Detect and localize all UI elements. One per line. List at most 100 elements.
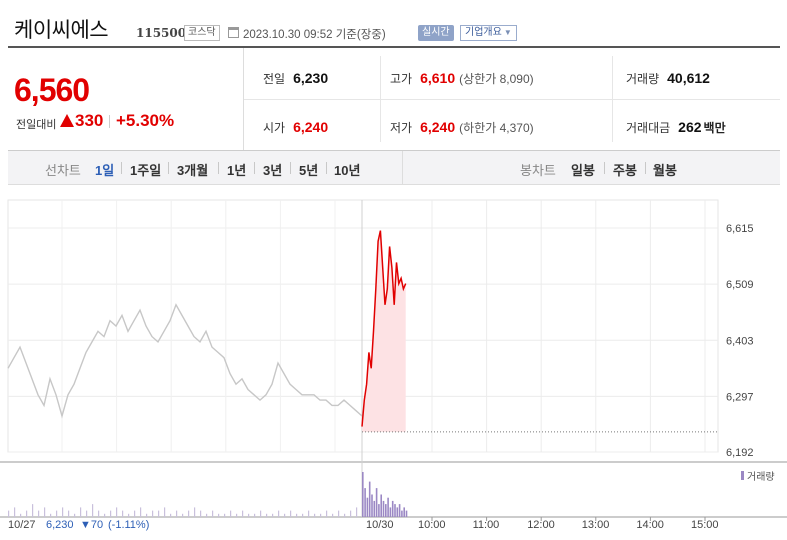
- volume-bar: [284, 513, 286, 517]
- volume-bar: [394, 504, 396, 517]
- stat-limit: (상한가 8,090): [459, 72, 534, 86]
- stat-high: 고가 6,610 (상한가 8,090): [390, 70, 534, 87]
- volume-bar: [86, 510, 88, 517]
- volume-bar: [8, 510, 10, 517]
- volume-bar: [134, 510, 136, 517]
- volume-bar: [158, 510, 160, 517]
- tab-separator: [218, 162, 219, 174]
- change-percent: +5.30%: [116, 111, 175, 130]
- volume-bars: [8, 472, 408, 517]
- stat-low: 저가 6,240 (하한가 4,370): [390, 119, 534, 136]
- tab-1-week[interactable]: 1주일: [130, 163, 162, 178]
- tab-separator: [168, 162, 169, 174]
- x-tick-label: 15:00: [691, 519, 719, 531]
- volume-bar: [104, 513, 106, 517]
- stat-label: 시가: [263, 121, 286, 135]
- stat-volume: 거래량 40,612: [626, 70, 710, 87]
- stat-label: 전일: [263, 72, 286, 86]
- volume-legend-label: 거래량: [747, 471, 775, 483]
- tab-separator: [604, 162, 605, 174]
- today-line: [361, 230, 407, 427]
- company-overview-label: 기업개요: [465, 27, 502, 38]
- stats-col-divider: [380, 56, 381, 142]
- tab-monthly-candle[interactable]: 월봉: [653, 163, 677, 178]
- volume-bar: [391, 500, 394, 517]
- prev-day-series: [7, 303, 363, 419]
- stat-label: 거래량: [626, 72, 660, 86]
- tab-1-year[interactable]: 1년: [227, 163, 247, 178]
- volume-bar: [338, 510, 340, 517]
- today-series: [361, 230, 718, 433]
- candle-chart-label: 봉차트: [520, 163, 556, 178]
- volume-bar: [38, 510, 40, 517]
- volume-bar: [164, 507, 166, 517]
- tabbar-divider: [402, 151, 403, 185]
- volume-bar: [356, 507, 358, 517]
- company-overview-button[interactable]: 기업개요 ▼: [460, 25, 517, 41]
- volume-bar: [188, 510, 190, 517]
- volume-bar: [98, 510, 100, 517]
- prev-day-line: [7, 303, 363, 419]
- header-divider: [8, 46, 780, 48]
- stat-value: 40,612: [667, 70, 710, 86]
- volume-bar: [326, 510, 328, 517]
- volume-bar: [68, 510, 70, 517]
- x-tick-label: 14:00: [636, 519, 664, 531]
- tab-1-day[interactable]: 1일: [95, 163, 115, 178]
- y-tick-label: 6,192: [726, 447, 754, 459]
- volume-bar: [80, 507, 82, 517]
- volume-bar: [62, 507, 64, 517]
- volume-bar: [385, 504, 387, 517]
- volume-bar: [140, 507, 142, 517]
- volume-bar: [389, 507, 392, 517]
- volume-bar: [218, 513, 220, 517]
- intraday-chart[interactable]: 6,615 6,509 6,403 6,297 6,192 10/27 6,230 ▼70 (…: [0, 190, 787, 540]
- tab-5-year[interactable]: 5년: [299, 163, 319, 178]
- stat-amount: 거래대금 262 백만: [626, 119, 726, 136]
- volume-bar: [272, 513, 274, 517]
- prev-day-close: 6,230: [46, 519, 74, 531]
- tab-separator: [121, 162, 122, 174]
- tab-3-month[interactable]: 3개월: [177, 163, 209, 178]
- volume-bar: [332, 513, 334, 517]
- volume-bar: [398, 504, 401, 517]
- x-tick-label: 12:00: [527, 519, 555, 531]
- volume-bar: [14, 507, 16, 517]
- prev-day-change-pct: (-1.11%): [108, 519, 149, 531]
- stat-value: 6,240: [293, 119, 329, 135]
- prev-day-date: 10/27: [8, 519, 36, 531]
- volume-bar: [296, 513, 298, 517]
- tab-3-year[interactable]: 3년: [263, 163, 283, 178]
- tab-separator: [326, 162, 327, 174]
- stock-header: 케이씨에스 115500 코스닥 2023.10.30 09:52 기준(장중)…: [0, 0, 787, 46]
- tab-weekly-candle[interactable]: 주봉: [613, 163, 637, 178]
- volume-bar: [206, 513, 208, 517]
- volume-legend-swatch: [741, 471, 744, 480]
- tab-10-year[interactable]: 10년: [334, 163, 361, 178]
- volume-bar: [110, 510, 112, 517]
- realtime-button[interactable]: 실시간: [418, 25, 454, 41]
- timestamp: 2023.10.30 09:52 기준(장중): [243, 29, 386, 41]
- stat-value: 6,610: [420, 70, 456, 86]
- y-axis: 6,615 6,509 6,403 6,297 6,192: [726, 223, 754, 459]
- x-tick-label: 11:00: [473, 519, 500, 531]
- volume-bar: [236, 513, 238, 517]
- chevron-down-icon: ▼: [503, 28, 512, 37]
- stat-value: 262: [678, 119, 702, 135]
- volume-bar: [344, 513, 346, 517]
- change-value: 330: [75, 111, 104, 130]
- volume-bar: [350, 510, 352, 517]
- y-tick-label: 6,403: [726, 335, 754, 347]
- tab-separator: [645, 162, 646, 174]
- volume-bar: [403, 507, 405, 517]
- volume-bar: [371, 494, 373, 517]
- tab-daily-candle[interactable]: 일봉: [571, 163, 595, 178]
- chart-svg: 6,615 6,509 6,403 6,297 6,192 10/27 6,230 ▼70 (…: [0, 199, 787, 531]
- chart-legend: 거래량: [741, 471, 775, 483]
- volume-bar: [26, 510, 28, 517]
- today-date: 10/30: [366, 519, 394, 531]
- stat-value: 6,230: [293, 70, 329, 86]
- y-tick-label: 6,509: [726, 279, 754, 291]
- volume-bar: [122, 510, 124, 517]
- volume-bar: [380, 494, 382, 517]
